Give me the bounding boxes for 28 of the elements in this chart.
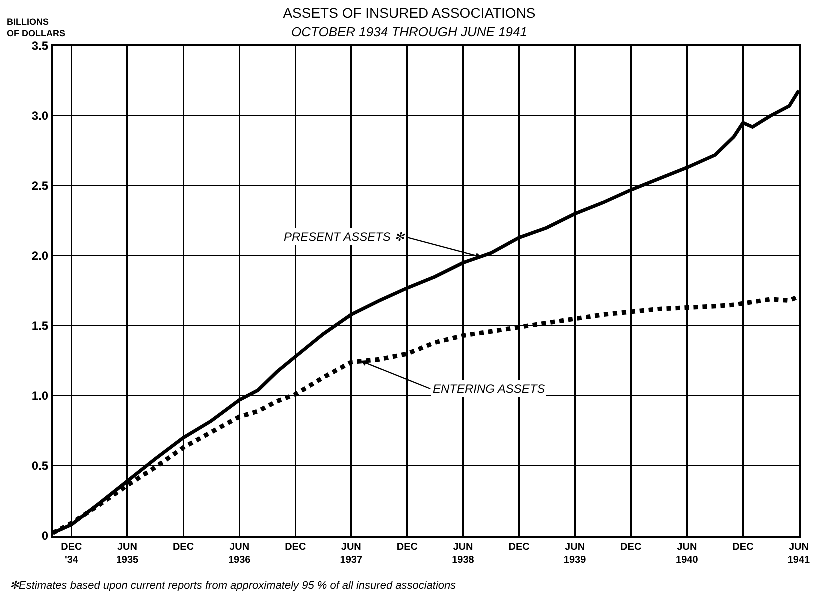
text: ✻Estimates based upon current reports from approximately 95 % of all insured associations bbox=[10, 580, 457, 592]
x-tick-label: DEC '34 bbox=[61, 542, 82, 566]
x-tick-label: JUN 1941 bbox=[788, 542, 811, 566]
y-tick-label: 2.0 bbox=[32, 249, 49, 264]
x-tick-label: JUN 1935 bbox=[116, 542, 140, 566]
annotation: PRESENT ASSETS ✻ bbox=[284, 230, 406, 244]
x-tick-label: DEC bbox=[732, 542, 754, 553]
chart-title: ASSETS OF INSURED ASSOCIATIONS bbox=[283, 5, 536, 22]
y-tick-label: 0.5 bbox=[32, 459, 49, 474]
x-tick-label: JUN 1940 bbox=[676, 542, 699, 566]
y-tick-label: 2.5 bbox=[32, 179, 49, 194]
chart-subtitle: OCTOBER 1934 THROUGH JUNE 1941 bbox=[292, 24, 528, 40]
x-tick-label: DEC bbox=[508, 542, 530, 553]
x-tick-label: JUN 1937 bbox=[340, 542, 363, 566]
y-tick-label: 3.5 bbox=[32, 39, 49, 54]
x-tick-label: JUN 1939 bbox=[564, 542, 587, 566]
y-tick-label: 3.0 bbox=[32, 109, 49, 124]
annotation: ENTERING ASSETS bbox=[433, 382, 546, 396]
x-tick-label: DEC bbox=[620, 542, 642, 553]
y-tick-label: 1.5 bbox=[32, 319, 49, 334]
x-tick-label: DEC bbox=[396, 542, 418, 553]
x-tick-label: JUN 1936 bbox=[228, 542, 252, 566]
x-tick-label: JUN 1938 bbox=[452, 542, 475, 566]
x-tick-label: DEC bbox=[285, 542, 306, 553]
y-tick-label: 0 bbox=[42, 529, 49, 544]
y-axis-title: BILLIONS OF DOLLARS bbox=[7, 17, 66, 39]
x-tick-label: DEC bbox=[172, 542, 194, 553]
y-tick-label: 1.0 bbox=[32, 389, 49, 404]
